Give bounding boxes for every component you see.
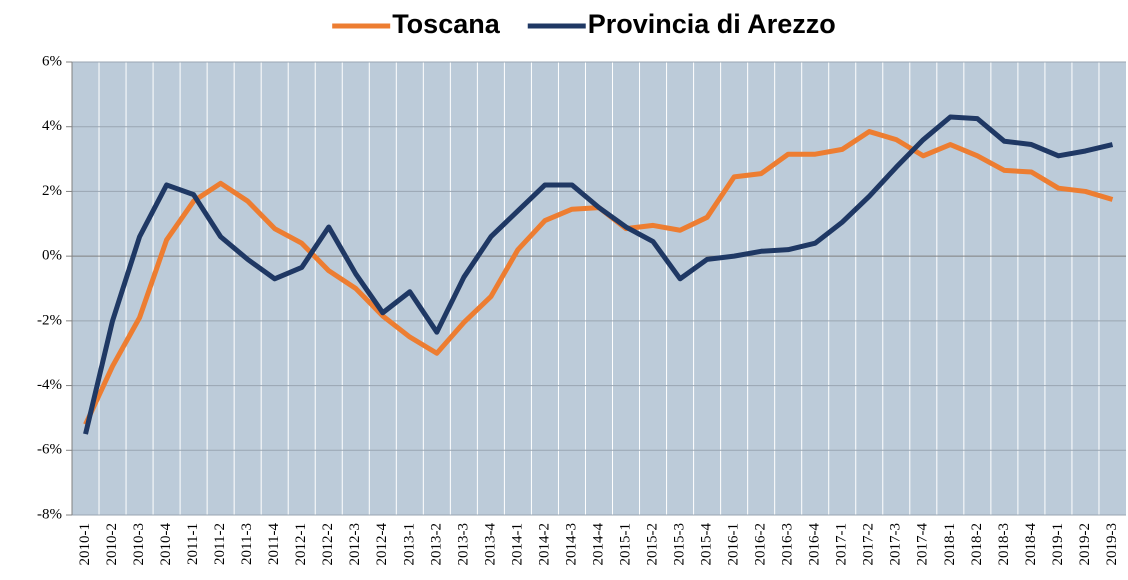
x-tick-label: 2014-1 (509, 523, 525, 566)
x-tick-label: 2014-2 (536, 523, 552, 566)
y-tick-label: -2% (37, 312, 62, 328)
legend-label: Toscana (392, 9, 501, 39)
x-tick-label: 2012-2 (320, 523, 336, 566)
x-tick-label: 2011-1 (185, 523, 201, 565)
x-tick-label: 2019-1 (1050, 523, 1066, 566)
series-line (83, 114, 1114, 435)
x-tick-label: 2012-3 (347, 523, 363, 566)
x-tick-label: 2016-1 (726, 523, 742, 566)
x-tick-label: 2011-3 (239, 523, 255, 565)
x-tick-label: 2013-1 (401, 523, 417, 566)
x-tick-label: 2019-2 (1077, 523, 1093, 566)
x-tick-label: 2010-1 (77, 523, 93, 566)
y-tick-label: -6% (37, 442, 62, 458)
x-tick-label: 2010-4 (158, 523, 174, 566)
x-tick-label: 2013-4 (482, 523, 498, 566)
x-tick-label: 2010-2 (104, 523, 120, 566)
x-tick-label: 2015-2 (644, 523, 660, 566)
x-tick-label: 2012-4 (374, 523, 390, 566)
x-tick-label: 2015-3 (672, 523, 688, 566)
y-tick-label: 4% (42, 118, 62, 134)
x-tick-label: 2018-2 (969, 523, 985, 566)
x-tick-label: 2016-2 (753, 523, 769, 566)
y-tick-label: 2% (42, 183, 62, 199)
x-tick-label: 2019-3 (1104, 523, 1120, 566)
x-tick-label: 2017-2 (861, 523, 877, 566)
x-tick-label: 2014-3 (563, 523, 579, 566)
x-tick-label: 2017-3 (888, 523, 904, 566)
x-tick-label: 2013-3 (455, 523, 471, 566)
x-tick-label: 2017-4 (915, 523, 931, 566)
legend: Toscana Provincia di Arezzo (332, 9, 836, 39)
x-tick-label: 2012-1 (293, 523, 309, 566)
y-tick-label: -8% (37, 506, 62, 522)
x-tick-label: 2011-4 (266, 523, 282, 565)
x-tick-label: 2014-4 (590, 523, 606, 566)
y-tick-label: 0% (42, 248, 62, 264)
y-tick-label: 6% (42, 53, 62, 69)
x-tick-label: 2016-3 (780, 523, 796, 566)
x-tick-label: 2017-1 (834, 523, 850, 566)
x-tick-label: 2011-2 (212, 523, 228, 565)
x-tick-label: 2010-3 (131, 523, 147, 566)
x-tick-label: 2013-2 (428, 523, 444, 566)
legend-label: Provincia di Arezzo (588, 9, 836, 39)
x-tick-label: 2016-4 (807, 523, 823, 566)
plot-area (72, 62, 1126, 515)
x-tick-label: 2018-1 (942, 523, 958, 566)
x-tick-label: 2018-3 (996, 523, 1012, 566)
y-tick-label: -4% (37, 377, 62, 393)
x-tick-label: 2018-4 (1023, 523, 1039, 566)
x-tick-label: 2015-1 (617, 523, 633, 566)
x-tick-label: 2015-4 (699, 523, 715, 566)
